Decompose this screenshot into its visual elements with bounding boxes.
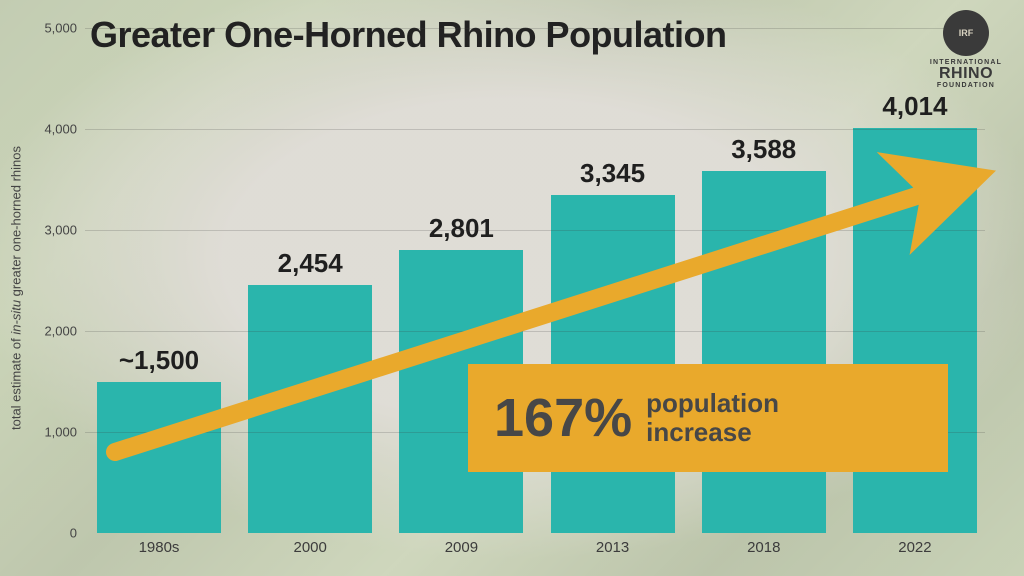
y-tick-label: 1,000 (44, 425, 85, 440)
bar-value-label: 3,345 (580, 158, 645, 189)
bar-value-label: 2,454 (278, 248, 343, 279)
bar (97, 382, 221, 534)
x-tick-label: 1980s (139, 539, 180, 556)
gridline (85, 331, 985, 332)
bar-value-label: 2,801 (429, 213, 494, 244)
increase-callout: 167% population increase (468, 364, 948, 472)
bar (702, 171, 826, 533)
bar-group: ~1,5001980s (97, 28, 221, 533)
bar-value-label: 3,588 (731, 134, 796, 165)
x-tick-label: 2000 (294, 539, 327, 556)
y-tick-label: 2,000 (44, 324, 85, 339)
bar-value-label: ~1,500 (119, 345, 199, 376)
y-tick-label: 0 (70, 526, 85, 541)
bar (248, 285, 372, 533)
gridline (85, 28, 985, 29)
x-tick-label: 2018 (747, 539, 780, 556)
x-tick-label: 2022 (898, 539, 931, 556)
bar-value-label: 4,014 (882, 91, 947, 122)
bar-group: 2,4542000 (248, 28, 372, 533)
callout-line2: increase (646, 418, 779, 447)
y-axis-label: total estimate of in-situ greater one-ho… (9, 146, 24, 430)
x-tick-label: 2013 (596, 539, 629, 556)
infographic-canvas: Greater One-Horned Rhino Population IRF … (0, 0, 1024, 576)
x-tick-label: 2009 (445, 539, 478, 556)
gridline (85, 129, 985, 130)
y-tick-label: 5,000 (44, 21, 85, 36)
y-tick-label: 3,000 (44, 223, 85, 238)
y-tick-label: 4,000 (44, 122, 85, 137)
callout-text: population increase (646, 389, 779, 446)
callout-line1: population (646, 389, 779, 418)
gridline (85, 230, 985, 231)
callout-percent: 167% (494, 391, 632, 445)
